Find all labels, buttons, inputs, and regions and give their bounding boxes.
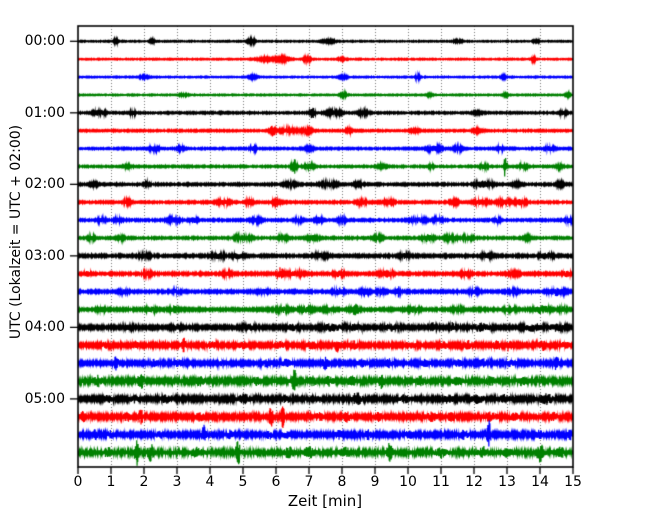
y-tick-label: 03:00 [24, 247, 65, 264]
x-tick-label: 1 [106, 474, 116, 490]
y-tick-label: 05:00 [24, 390, 65, 407]
x-tick-label: 7 [304, 474, 314, 490]
x-tick-label: 12 [465, 474, 483, 490]
y-tick-label: 00:00 [24, 33, 65, 50]
x-tick-label: 2 [139, 474, 149, 490]
x-tick-label: 15 [564, 474, 582, 490]
x-tick-label: 9 [370, 474, 380, 490]
x-tick-label: 0 [73, 474, 83, 490]
x-tick-label: 10 [399, 474, 417, 490]
x-tick-label: 11 [432, 474, 450, 490]
y-tick-label: 04:00 [24, 319, 65, 336]
x-tick-label: 14 [531, 474, 549, 490]
y-axis-label: UTC (Lokalzeit = UTC + 02:00) [8, 124, 24, 340]
y-tick-label: 02:00 [24, 176, 65, 193]
x-tick-label: 6 [271, 474, 281, 490]
x-tick-label: 5 [238, 474, 248, 490]
y-tick-label: 01:00 [24, 104, 65, 121]
x-tick-label: 13 [498, 474, 516, 490]
x-tick-label: 8 [337, 474, 347, 490]
x-axis-label: Zeit [min] [287, 492, 363, 510]
x-tick-label: 3 [172, 474, 182, 490]
x-tick-label: 4 [205, 474, 215, 490]
